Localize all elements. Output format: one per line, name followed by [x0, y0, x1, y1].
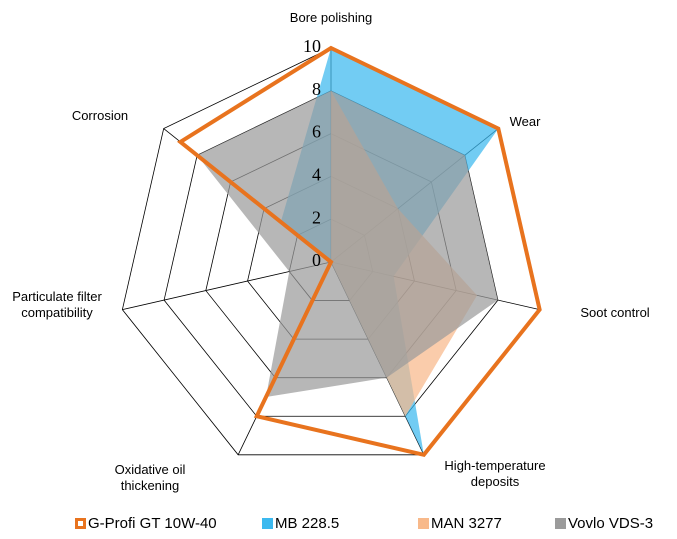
tick-label: 4: [312, 165, 321, 185]
tick-label: 10: [303, 36, 321, 56]
legend-label: MB 228.5: [275, 515, 340, 532]
legend-swatch: [418, 518, 429, 529]
category-label: Corrosion: [71, 108, 129, 123]
legend-item: Vovlo VDS-3: [555, 515, 653, 532]
legend-item: G-Profi GT 10W-40: [75, 515, 217, 532]
category-label: Oxidative oil thickening: [114, 462, 186, 493]
tick-label: 0: [312, 250, 321, 270]
tick-label: 2: [312, 207, 321, 227]
legend-swatch: [555, 518, 566, 529]
tick-label: 6: [312, 122, 321, 142]
legend-swatch: [75, 518, 86, 529]
legend-label: Vovlo VDS-3: [568, 515, 654, 532]
category-label: Wear: [509, 114, 541, 129]
category-label: High-temperature deposits: [444, 458, 546, 489]
legend-swatch: [262, 518, 273, 529]
series-outline: [176, 45, 542, 458]
legend-label: MAN 3277: [431, 515, 502, 532]
category-label: Particulate filter compatibility: [12, 289, 102, 320]
tick-label: 8: [312, 79, 321, 99]
legend-label: G-Profi GT 10W-40: [88, 515, 217, 532]
legend-item: MAN 3277: [418, 515, 502, 532]
category-label: Soot control: [580, 305, 650, 320]
category-label: Bore polishing: [289, 10, 373, 25]
series-area: [197, 90, 498, 397]
legend-item: MB 228.5: [262, 515, 339, 532]
